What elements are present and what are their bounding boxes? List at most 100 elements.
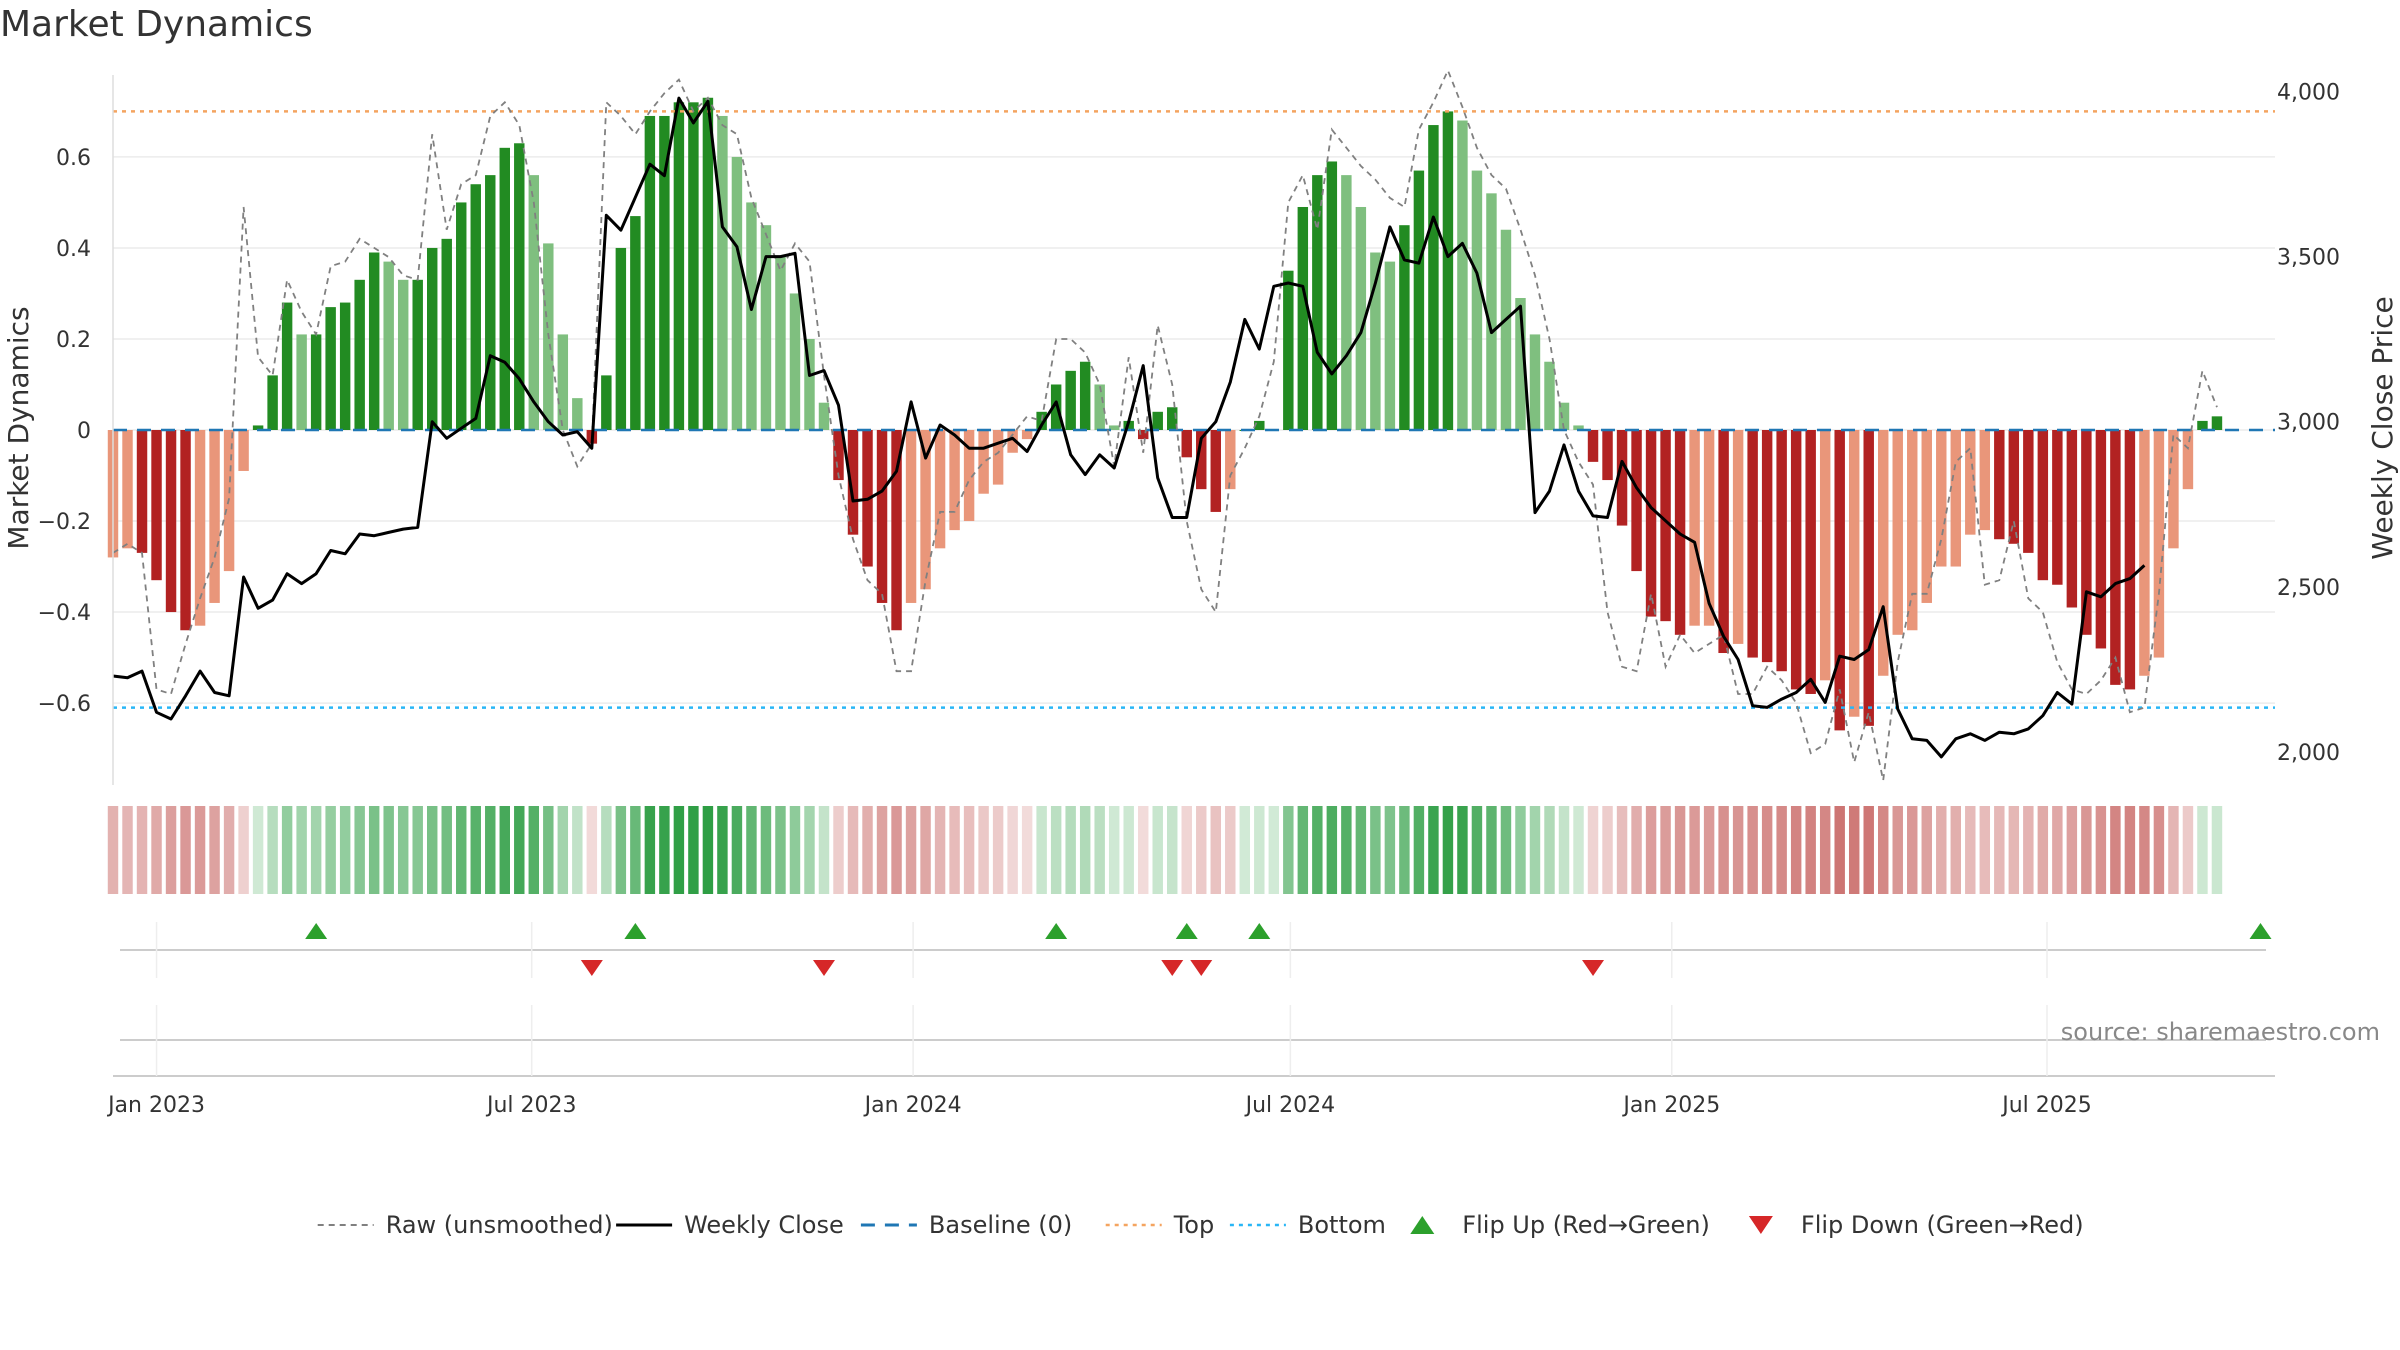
- strength-bar: [1428, 125, 1439, 431]
- x-tick-label: Jan 2024: [863, 1093, 962, 1118]
- strength-bar: [1907, 430, 1918, 631]
- heat-cell: [136, 806, 148, 894]
- strength-bar: [281, 302, 293, 430]
- legend-item: Top: [1105, 1211, 1215, 1239]
- heat-cell: [368, 806, 380, 894]
- heat-cell: [920, 806, 931, 894]
- strength-bar: [1094, 384, 1105, 430]
- heat-cell: [673, 806, 685, 894]
- strength-bar: [1848, 430, 1860, 717]
- strength-bar: [136, 430, 148, 553]
- heat-cell: [1645, 806, 1657, 894]
- heat-cell: [557, 806, 569, 894]
- left-tick-label: −0.6: [38, 692, 91, 717]
- heat-cell: [2052, 806, 2063, 894]
- x-tick-label: Jan 2023: [106, 1093, 205, 1118]
- strength-bar: [1036, 411, 1047, 430]
- heat-cell: [847, 806, 859, 894]
- heat-cell: [717, 806, 728, 894]
- x-tick-label: Jul 2023: [485, 1093, 577, 1118]
- heat-cell: [1283, 806, 1294, 894]
- heat-cell: [383, 806, 394, 894]
- heat-cell: [862, 806, 873, 894]
- strength-bar: [789, 293, 801, 430]
- heat-cell: [804, 806, 815, 894]
- strength-bar: [1283, 270, 1294, 430]
- heat-cell: [1486, 806, 1497, 894]
- heat-cell: [1239, 806, 1251, 894]
- legend-item: Bottom: [1229, 1211, 1386, 1239]
- left-axis-label: Market Dynamics: [2, 306, 35, 549]
- heat-cell: [905, 806, 917, 894]
- legend-label: Flip Up (Red→Green): [1462, 1211, 1710, 1239]
- strength-bar: [441, 238, 452, 430]
- flip-up-marker: [1175, 923, 1198, 939]
- strength-bar: [397, 279, 409, 430]
- strength-bar: [1471, 170, 1483, 431]
- heat-cell: [1965, 806, 1976, 894]
- heat-cell: [470, 806, 481, 894]
- strength-bar: [992, 430, 1004, 485]
- heat-cell: [1428, 806, 1439, 894]
- heat-cell: [1689, 806, 1700, 894]
- heat-cell: [1703, 806, 1715, 894]
- strength-bar: [2066, 430, 2078, 608]
- heat-cell: [2124, 806, 2136, 894]
- heat-cell: [1094, 806, 1105, 894]
- strength-bar: [368, 252, 380, 430]
- heat-cell: [1921, 806, 1932, 894]
- strength-bar: [717, 115, 728, 430]
- strength-bar: [354, 279, 365, 430]
- strength-bar: [1413, 170, 1425, 431]
- x-tick-label: Jul 2024: [1244, 1093, 1336, 1118]
- heat-cell: [1573, 806, 1584, 894]
- heat-cell: [2081, 806, 2092, 894]
- heat-cell: [441, 806, 452, 894]
- strength-bar: [296, 334, 307, 430]
- heat-cell: [891, 806, 902, 894]
- legend-item: Flip Up (Red→Green): [1410, 1211, 1710, 1239]
- heat-cell: [586, 806, 598, 894]
- heat-cell: [1021, 806, 1033, 894]
- strength-bar: [2081, 430, 2092, 635]
- strength-bar: [1515, 298, 1526, 430]
- legend-label: Raw (unsmoothed): [386, 1211, 613, 1239]
- heat-cell: [572, 806, 583, 894]
- heat-cell: [107, 806, 119, 894]
- strength-bar: [1297, 206, 1309, 430]
- strength-bar: [470, 184, 481, 430]
- strength-bar: [2153, 430, 2165, 658]
- heat-cell: [397, 806, 409, 894]
- heat-cell: [1936, 806, 1947, 894]
- heat-cell: [1137, 806, 1149, 894]
- heat-cell: [325, 806, 336, 894]
- heat-cell: [702, 806, 714, 894]
- legend-item: Baseline (0): [860, 1211, 1072, 1239]
- heat-cell: [1718, 806, 1729, 894]
- heat-cell: [180, 806, 191, 894]
- right-tick-label: 3,500: [2277, 246, 2340, 271]
- heat-cell: [1602, 806, 1613, 894]
- heat-cell: [165, 806, 177, 894]
- right-tick-label: 2,000: [2277, 741, 2340, 766]
- flip-down-marker: [812, 960, 835, 976]
- strength-bar: [1137, 430, 1149, 440]
- left-tick-label: 0: [77, 419, 91, 444]
- heat-cell: [1065, 806, 1076, 894]
- strength-bar: [1892, 430, 1903, 635]
- strength-bar: [2052, 430, 2063, 585]
- strength-bar: [1196, 430, 1207, 490]
- weekly-close-line: [112, 96, 2146, 759]
- legend-label: Top: [1173, 1211, 1215, 1239]
- strength-bar: [2037, 430, 2049, 581]
- heat-cell: [1413, 806, 1425, 894]
- heat-cell: [528, 806, 540, 894]
- strength-bar: [934, 430, 946, 549]
- strength-bar: [1558, 402, 1570, 430]
- strength-bar: [876, 430, 888, 603]
- heat-cell: [1732, 806, 1744, 894]
- strength-bars: [107, 97, 2223, 731]
- heat-cell: [2153, 806, 2165, 894]
- heat-cell: [1979, 806, 1991, 894]
